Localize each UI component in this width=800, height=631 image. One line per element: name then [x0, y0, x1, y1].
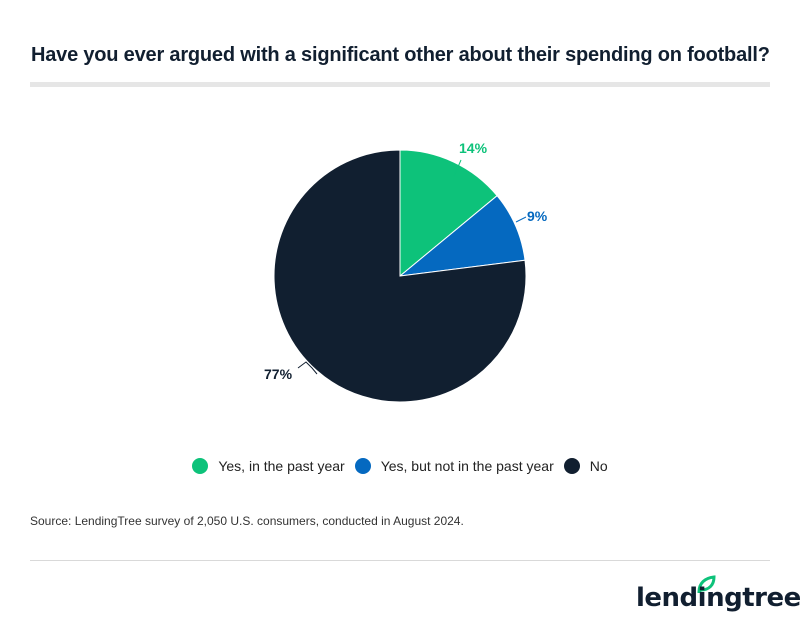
slice-label-yes-not-past-year: 9% [527, 208, 548, 224]
legend-label: Yes, in the past year [218, 458, 345, 474]
legend-item-yes-past-year[interactable]: Yes, in the past year [192, 458, 345, 474]
legend-item-yes-not-past-year[interactable]: Yes, but not in the past year [354, 458, 554, 474]
legend-label: Yes, but not in the past year [380, 458, 554, 474]
legend-swatch-blue-icon [354, 458, 371, 474]
pie-slice[interactable] [273, 149, 527, 403]
legend-swatch-green-icon [192, 458, 209, 474]
footer-divider [30, 560, 770, 561]
legend-item-no[interactable]: No [563, 458, 608, 474]
leaf-icon [697, 575, 716, 593]
label-leaders [297, 159, 527, 375]
pie-chart: 14% 9% 77% [264, 140, 548, 403]
source-note: Source: LendingTree survey of 2,050 U.S.… [30, 514, 464, 528]
legend-swatch-navy-icon [563, 458, 580, 474]
slice-label-no: 77% [264, 366, 293, 382]
legend: Yes, in the past year Yes, but not in th… [0, 458, 800, 474]
legend-label: No [589, 458, 608, 474]
chart-title: Have you ever argued with a significant … [31, 44, 770, 66]
pie-slice[interactable] [399, 149, 498, 278]
pie-slices [273, 149, 527, 403]
logo-wordmark: lendingtree [636, 583, 800, 613]
slice-label-yes-past-year: 14% [459, 140, 488, 156]
title-divider [30, 82, 770, 87]
